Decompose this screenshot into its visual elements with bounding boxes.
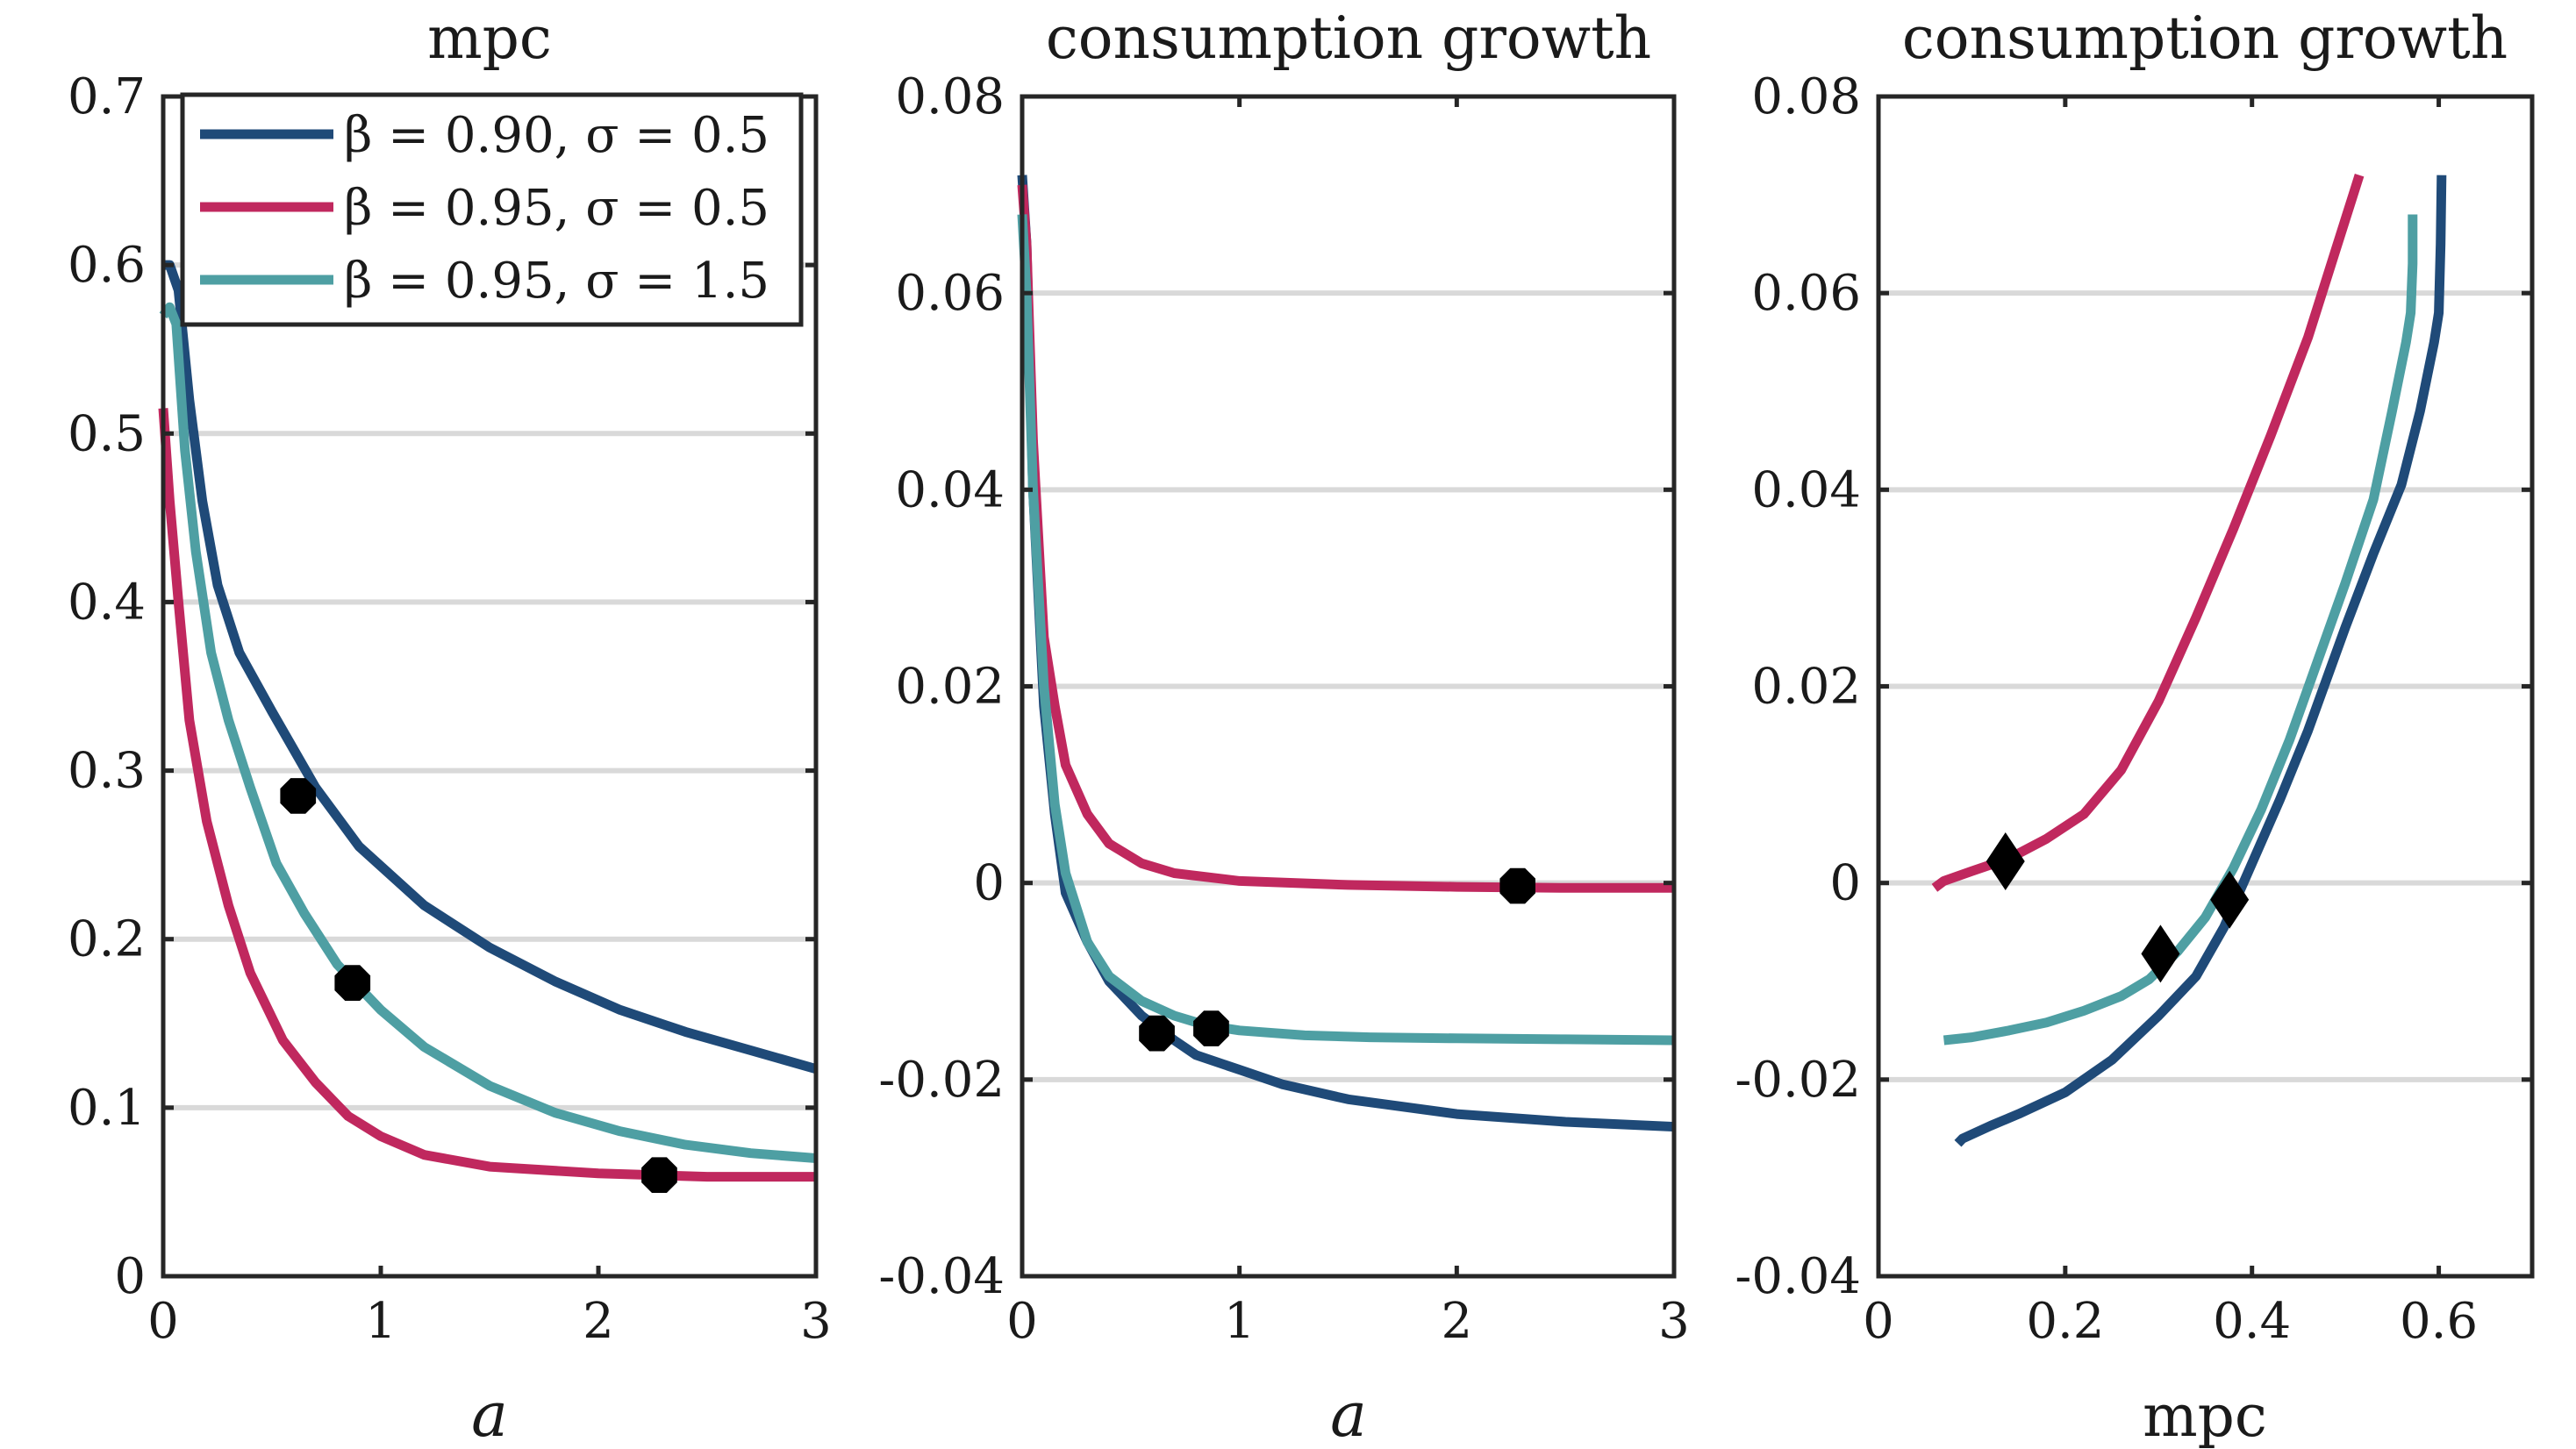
legend-label-beta095-sigma05: β = 0.95, σ = 0.5	[344, 180, 769, 237]
y-tick-label: 0.04	[895, 461, 1005, 518]
y-tick-label: -0.02	[1735, 1052, 1861, 1109]
y-tick-label: 0.06	[1751, 265, 1861, 322]
marker-beta090_sigma05	[280, 778, 317, 814]
panel-title: mpc	[427, 4, 552, 72]
legend-label-beta090-sigma05: β = 0.90, σ = 0.5	[344, 107, 769, 164]
y-tick-label: 0.06	[895, 265, 1005, 322]
series-line-beta095_sigma05	[1931, 174, 2365, 892]
y-tick-label: 0.08	[1751, 68, 1861, 125]
y-tick-label: 0.02	[895, 659, 1005, 716]
x-tick-label: 0	[1006, 1293, 1038, 1350]
x-axis-label: a	[471, 1379, 508, 1449]
y-tick-label: 0.08	[895, 68, 1005, 125]
x-axis-label: mpc	[2143, 1382, 2267, 1449]
y-tick-label: 0.3	[68, 743, 146, 800]
series-line-beta095_sigma15	[159, 302, 817, 1163]
legend: β = 0.90, σ = 0.5 β = 0.95, σ = 0.5 β = …	[180, 92, 804, 327]
x-axis-label: a	[1330, 1379, 1367, 1449]
x-tick-label: 0	[147, 1293, 179, 1350]
series-line-beta095_sigma15	[1943, 214, 2418, 1046]
y-tick-label: 0.4	[68, 574, 146, 631]
y-tick-label: 0.6	[68, 237, 146, 294]
marker-beta095_sigma05	[1499, 867, 1535, 904]
marker-beta095_sigma05	[1986, 832, 2025, 891]
y-tick-label: -0.04	[1735, 1248, 1861, 1305]
y-tick-label: 0.1	[68, 1080, 146, 1137]
y-tick-label: 0	[973, 855, 1005, 912]
legend-label-beta095-sigma15: β = 0.95, σ = 1.5	[344, 253, 769, 310]
series-line-beta095_sigma05	[158, 408, 816, 1182]
series-line-beta090_sigma05	[163, 260, 818, 1074]
marker-beta095_sigma05	[641, 1157, 677, 1193]
y-tick-label: 0.5	[68, 405, 146, 462]
y-tick-label: 0.2	[68, 911, 146, 968]
y-tick-label: -0.02	[878, 1052, 1005, 1109]
x-tick-label: 0.2	[2026, 1293, 2104, 1350]
x-tick-label: 0.4	[2213, 1293, 2291, 1350]
y-tick-label: 0.04	[1751, 461, 1861, 518]
marker-beta090_sigma05	[1139, 1015, 1175, 1052]
panel-growth-vs-mpc: consumption growth mpc -0.04 -0.02 0 0.02 0.…	[1735, 4, 2535, 1449]
x-tick-label: 1	[1224, 1293, 1256, 1350]
series-line-beta095_sigma15	[1017, 214, 1675, 1046]
marker-beta090_sigma05	[2210, 870, 2250, 929]
y-tick-label: 0.02	[1751, 659, 1861, 716]
x-tick-label: 2	[583, 1293, 614, 1350]
x-tick-label: 1	[365, 1293, 397, 1350]
series-line-beta090_sigma05	[1954, 175, 2447, 1147]
panel-title: consumption growth	[1902, 4, 2508, 72]
series-line-beta095_sigma05	[1017, 184, 1674, 893]
y-tick-label: 0	[1829, 855, 1861, 912]
x-tick-label: 2	[1442, 1293, 1473, 1350]
marker-beta095_sigma15	[334, 965, 371, 1001]
marker-beta095_sigma15	[2141, 924, 2180, 983]
x-tick-label: 0.6	[2400, 1293, 2478, 1350]
x-tick-label: 3	[800, 1293, 832, 1350]
y-tick-label: 0	[114, 1248, 146, 1305]
x-tick-label: 3	[1658, 1293, 1690, 1350]
panel-title: consumption growth	[1046, 4, 1651, 72]
marker-beta095_sigma15	[1193, 1010, 1229, 1046]
x-tick-label: 0	[1863, 1293, 1894, 1350]
panel-growth-vs-a: consumption growth a -0.04 -0.02 0 0.02 0.04…	[878, 4, 1689, 1449]
y-tick-label: 0.7	[68, 68, 146, 125]
y-tick-label: -0.04	[878, 1248, 1005, 1305]
